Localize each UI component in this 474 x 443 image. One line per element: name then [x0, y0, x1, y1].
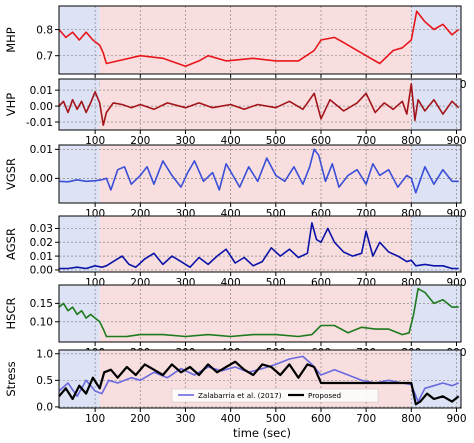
- x-tick-label: 100: [85, 413, 105, 425]
- y-tick-label: 0.7: [36, 50, 53, 62]
- y-tick-label: 0.00: [30, 101, 53, 113]
- legend: Zalabarria et al. (2017) Proposed: [171, 388, 379, 403]
- panels: 0.7 0.8 100 200 300 400 500 600 700 800 900 MHP -0.0…: [4, 5, 467, 425]
- stress-band: [99, 285, 412, 342]
- axes-frame: [58, 349, 462, 409]
- x-tick-label: 200: [130, 413, 150, 425]
- y-tick-label: -0.01: [26, 117, 53, 129]
- stress-band: [99, 145, 412, 203]
- calm-band: [411, 285, 461, 342]
- series-line-vhp: [58, 83, 460, 126]
- calm-band: [411, 145, 461, 203]
- y-tick-label: 0.10: [30, 317, 53, 329]
- y-tick-label: 0.01: [30, 144, 53, 156]
- legend-entry: Zalabarria et al. (2017): [198, 391, 282, 400]
- panel-vhp: -0.01 0.00 0.01 100 200 300 400 500 600 700 800 900…: [4, 78, 467, 147]
- calm-band: [59, 216, 100, 272]
- y-tick-label: 0.00: [30, 173, 53, 185]
- x-tick-label: 700: [356, 413, 376, 425]
- panel-hscr: 0.100.15100200300400500600700800900HSCR: [4, 284, 467, 359]
- axes-frame: [58, 5, 462, 75]
- y-axis-label: MHP: [4, 27, 18, 53]
- stress-band: [99, 6, 412, 74]
- panel-stress: 0.0 0.5 1.0 100 200 300 400 500 600 700 800 900 Stre…: [4, 349, 467, 425]
- x-axis-label: time (sec): [233, 426, 291, 440]
- series-line-mhp: [58, 10, 460, 67]
- y-axis-label: VGSR: [4, 158, 18, 190]
- axes-frame: [58, 215, 462, 273]
- y-tick-label: 0.02: [30, 237, 53, 249]
- x-tick-label: 600: [311, 135, 331, 147]
- x-tick-label: 100: [85, 135, 105, 147]
- stress-band: [99, 216, 412, 272]
- legend-entry: Proposed: [308, 391, 341, 400]
- x-tick-label: 400: [221, 413, 241, 425]
- x-tick-label: 800: [401, 135, 421, 147]
- y-tick-label: 0.5: [36, 375, 53, 387]
- x-tick-label: 300: [175, 135, 195, 147]
- calm-band: [411, 6, 461, 74]
- series-line-vgsr: [58, 148, 459, 194]
- x-tick-label: 900: [446, 413, 466, 425]
- y-axis-label: AGSR: [4, 228, 18, 260]
- y-tick-label: 0.0: [36, 402, 53, 414]
- x-tick-label: 500: [266, 135, 286, 147]
- series-line-hscr: [58, 287, 459, 338]
- series-line-agsr: [59, 222, 459, 270]
- x-tick-label: 300: [175, 413, 195, 425]
- x-tick-label: 700: [356, 135, 376, 147]
- y-tick-label: 1.0: [36, 349, 53, 361]
- calm-band: [411, 216, 461, 272]
- y-tick-label: 0.01: [30, 85, 53, 97]
- y-tick-label: 0.00: [30, 265, 53, 277]
- legend-box: [171, 388, 379, 403]
- y-tick-label: 0.15: [30, 298, 53, 310]
- panel-mhp: 0.70.8100200300400500600700800900MHP: [4, 5, 467, 91]
- y-axis-label: Stress: [4, 361, 18, 396]
- x-tick-label: 900: [446, 135, 466, 147]
- series-line-proposed: [58, 360, 460, 406]
- x-tick-label: 600: [311, 413, 331, 425]
- axes-frame: [58, 284, 462, 343]
- calm-band: [59, 145, 100, 203]
- axes-frame: [58, 78, 462, 131]
- axes-frame: [58, 144, 462, 204]
- y-tick-label: 0.8: [36, 24, 53, 36]
- x-tick-label: 500: [266, 413, 286, 425]
- x-tick-label: 200: [130, 135, 150, 147]
- y-axis-label: VHP: [4, 93, 18, 117]
- y-tick-label: 0.01: [30, 251, 53, 263]
- y-tick-label: 0.03: [30, 223, 53, 235]
- x-tick-label: 800: [401, 413, 421, 425]
- y-axis-label: HSCR: [4, 298, 18, 330]
- x-tick-label: 400: [221, 135, 241, 147]
